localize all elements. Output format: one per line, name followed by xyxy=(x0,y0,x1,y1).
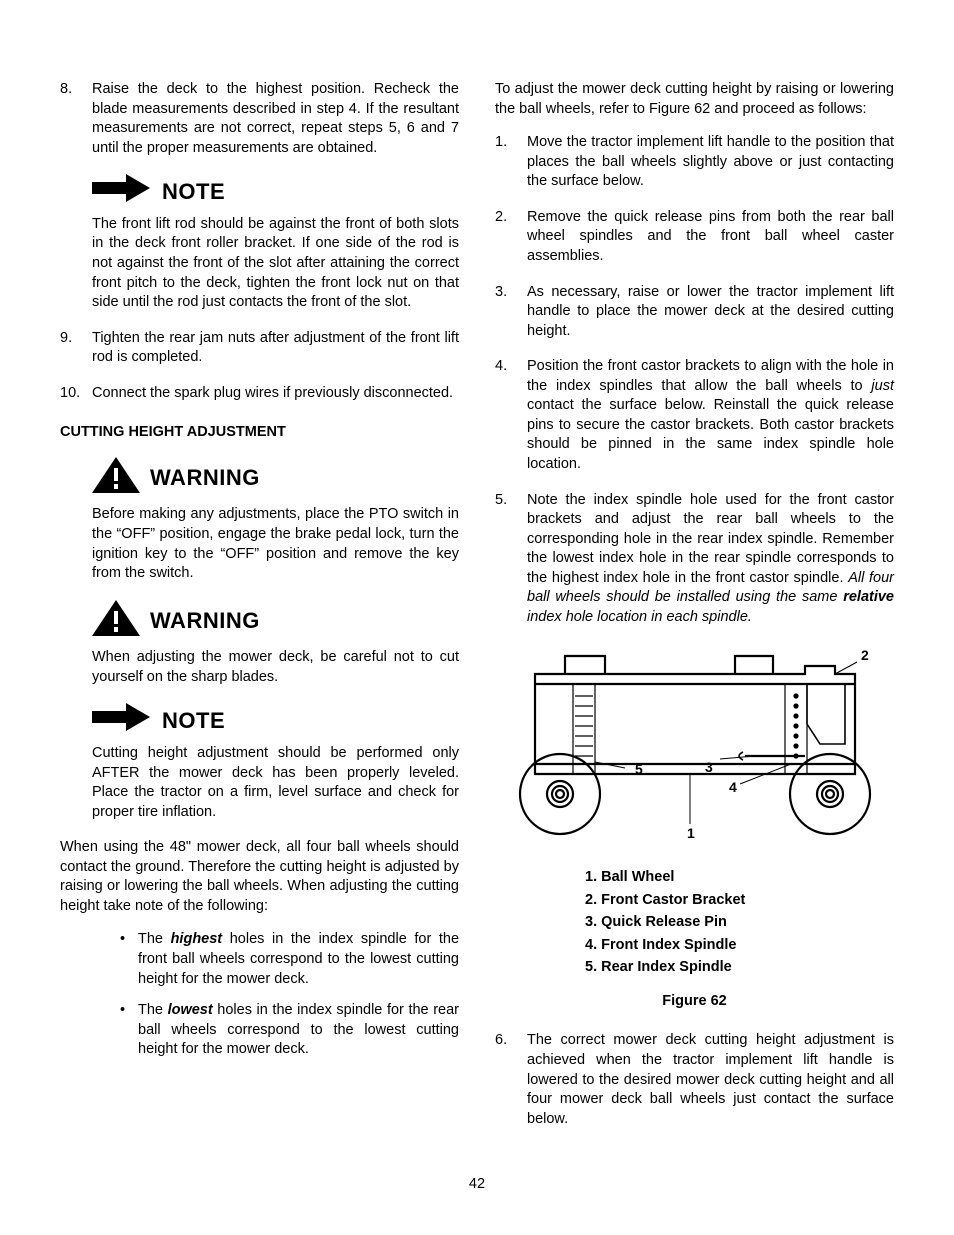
callout-body: The front lift rod should be against the… xyxy=(92,215,459,313)
callout-title: WARNING xyxy=(150,606,260,636)
list-number: 4. xyxy=(495,357,527,474)
list-number: 3. xyxy=(495,283,527,342)
callout-header: NOTE xyxy=(92,703,459,738)
paragraph: When using the 48" mower deck, all four … xyxy=(60,838,459,916)
section-heading: CUTTING HEIGHT ADJUSTMENT xyxy=(60,423,459,443)
page-number: 42 xyxy=(60,1175,894,1195)
left-column: 8. Raise the deck to the highest positio… xyxy=(60,80,459,1145)
step-6: 6. The correct mower deck cutting height… xyxy=(495,1031,894,1129)
legend-item: 5. Rear Index Spindle xyxy=(585,958,894,978)
arrow-right-icon xyxy=(92,703,152,738)
list-number: 8. xyxy=(60,80,92,158)
text-fragment: The xyxy=(138,1002,168,1018)
two-column-layout: 8. Raise the deck to the highest positio… xyxy=(60,80,894,1145)
list-number: 1. xyxy=(495,133,527,192)
bullet-marker: • xyxy=(120,1001,138,1060)
legend-item: 4. Front Index Spindle xyxy=(585,936,894,956)
list-item-8: 8. Raise the deck to the highest positio… xyxy=(60,80,459,158)
bullet-marker: • xyxy=(120,930,138,989)
bullet-item-lowest: • The lowest holes in the index spindle … xyxy=(120,1001,459,1060)
right-column: To adjust the mower deck cutting height … xyxy=(495,80,894,1145)
emphasized-text: just xyxy=(871,378,894,394)
text-fragment: The xyxy=(138,931,171,947)
callout-title: WARNING xyxy=(150,463,260,493)
list-text: The correct mower deck cutting height ad… xyxy=(527,1031,894,1129)
callout-title: NOTE xyxy=(162,706,225,736)
fig-label-5: 5 xyxy=(635,761,643,777)
step-4: 4. Position the front castor brackets to… xyxy=(495,357,894,474)
callout-body: Before making any adjustments, place the… xyxy=(92,505,459,583)
list-text: Remove the quick release pins from both … xyxy=(527,208,894,267)
warning-triangle-icon xyxy=(92,457,140,500)
text-fragment: Note the index spindle hole used for the… xyxy=(527,492,894,586)
bullet-text: The lowest holes in the index spindle fo… xyxy=(138,1001,459,1060)
arrow-right-icon xyxy=(92,174,152,209)
list-item-10: 10. Connect the spark plug wires if prev… xyxy=(60,384,459,404)
figure-legend: 1. Ball Wheel 2. Front Castor Bracket 3.… xyxy=(585,868,894,978)
bullet-text: The highest holes in the index spindle f… xyxy=(138,930,459,989)
fig-label-4: 4 xyxy=(729,779,737,795)
list-text: As necessary, raise or lower the tractor… xyxy=(527,283,894,342)
figure-62: 5 3 4 1 2 xyxy=(495,644,894,851)
list-number: 10. xyxy=(60,384,92,404)
note-callout-2: NOTE Cutting height adjustment should be… xyxy=(92,703,459,822)
callout-header: WARNING xyxy=(92,600,459,643)
callout-body: When adjusting the mower deck, be carefu… xyxy=(92,648,459,687)
warning-callout-2: WARNING When adjusting the mower deck, b… xyxy=(92,600,459,688)
warning-callout-1: WARNING Before making any adjustments, p… xyxy=(92,457,459,584)
legend-item: 2. Front Castor Bracket xyxy=(585,891,894,911)
bullet-item-highest: • The highest holes in the index spindle… xyxy=(120,930,459,989)
text-fragment: contact the surface below. Reinstall the… xyxy=(527,397,894,472)
fig-label-1: 1 xyxy=(687,825,695,841)
legend-item: 1. Ball Wheel xyxy=(585,868,894,888)
emphasized-text: lowest xyxy=(168,1002,213,1018)
callout-header: WARNING xyxy=(92,457,459,500)
warning-triangle-icon xyxy=(92,600,140,643)
text-fragment: Position the front castor brackets to al… xyxy=(527,358,894,394)
step-5: 5. Note the index spindle hole used for … xyxy=(495,491,894,628)
bold-italic-fragment: relative xyxy=(843,589,894,605)
list-text: Tighten the rear jam nuts after adjustme… xyxy=(92,329,459,368)
list-text: Raise the deck to the highest position. … xyxy=(92,80,459,158)
callout-body: Cutting height adjustment should be perf… xyxy=(92,744,459,822)
list-number: 9. xyxy=(60,329,92,368)
italic-fragment: index hole location in each spindle. xyxy=(527,609,752,625)
fig-label-3: 3 xyxy=(705,759,713,775)
list-number: 5. xyxy=(495,491,527,628)
step-1: 1. Move the tractor implement lift handl… xyxy=(495,133,894,192)
list-number: 2. xyxy=(495,208,527,267)
step-3: 3. As necessary, raise or lower the trac… xyxy=(495,283,894,342)
fig-label-2: 2 xyxy=(861,647,869,663)
callout-header: NOTE xyxy=(92,174,459,209)
step-2: 2. Remove the quick release pins from bo… xyxy=(495,208,894,267)
mower-deck-diagram-icon: 5 3 4 1 2 xyxy=(505,644,885,844)
callout-title: NOTE xyxy=(162,177,225,207)
list-text: Position the front castor brackets to al… xyxy=(527,357,894,474)
list-text: Move the tractor implement lift handle t… xyxy=(527,133,894,192)
note-callout-1: NOTE The front lift rod should be agains… xyxy=(92,174,459,312)
list-number: 6. xyxy=(495,1031,527,1129)
figure-caption: Figure 62 xyxy=(495,992,894,1012)
legend-item: 3. Quick Release Pin xyxy=(585,913,894,933)
paragraph: To adjust the mower deck cutting height … xyxy=(495,80,894,119)
list-item-9: 9. Tighten the rear jam nuts after adjus… xyxy=(60,329,459,368)
emphasized-text: highest xyxy=(171,931,223,947)
list-text: Note the index spindle hole used for the… xyxy=(527,491,894,628)
list-text: Connect the spark plug wires if previous… xyxy=(92,384,459,404)
